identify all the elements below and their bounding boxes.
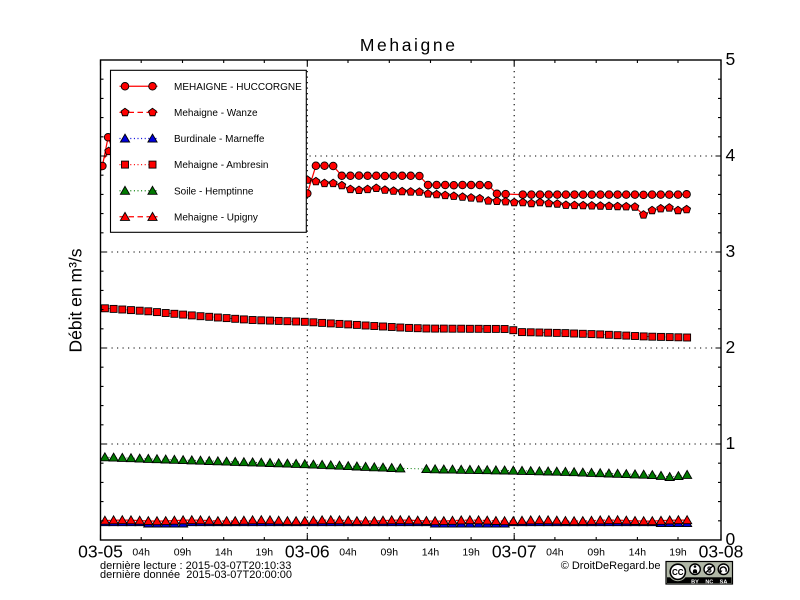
- svg-text:09h: 09h: [174, 546, 192, 558]
- svg-text:Débit en m³/s: Débit en m³/s: [66, 248, 86, 352]
- svg-text:14h: 14h: [215, 546, 233, 558]
- svg-text:09h: 09h: [381, 546, 399, 558]
- svg-text:04h: 04h: [339, 546, 357, 558]
- svg-text:dernière donnée 2015-03-07T20: dernière donnée 2015-03-07T20:00:00: [100, 569, 292, 581]
- svg-text:14h: 14h: [422, 546, 440, 558]
- svg-text:1: 1: [726, 433, 736, 453]
- svg-text:19h: 19h: [256, 546, 274, 558]
- svg-text:0: 0: [726, 529, 736, 549]
- svg-text:© DroitDeRegard.be: © DroitDeRegard.be: [561, 560, 661, 572]
- svg-text:NC: NC: [705, 579, 713, 585]
- svg-text:MEHAIGNE - HUCCORGNE: MEHAIGNE - HUCCORGNE: [174, 82, 302, 93]
- svg-text:14h: 14h: [629, 546, 647, 558]
- svg-text:CC: CC: [672, 568, 684, 577]
- svg-text:03-05: 03-05: [78, 542, 123, 562]
- svg-text:Burdinale - Marneffe: Burdinale - Marneffe: [174, 134, 265, 145]
- svg-text:dernière lecture : 2015-03-07T: dernière lecture : 2015-03-07T20:10:33: [100, 560, 291, 572]
- svg-text:19h: 19h: [462, 546, 480, 558]
- svg-text:Mehaigne - Wanze: Mehaigne - Wanze: [174, 108, 258, 119]
- svg-text:SA: SA: [720, 579, 728, 585]
- svg-text:03-08: 03-08: [699, 542, 744, 562]
- svg-text:5: 5: [726, 49, 736, 69]
- svg-text:BY: BY: [691, 579, 699, 585]
- svg-text:03-07: 03-07: [492, 542, 537, 562]
- svg-text:2: 2: [726, 337, 736, 357]
- svg-text:03-06: 03-06: [285, 542, 330, 562]
- svg-text:09h: 09h: [587, 546, 605, 558]
- svg-text:04h: 04h: [132, 546, 150, 558]
- svg-text:19h: 19h: [669, 546, 687, 558]
- svg-text:04h: 04h: [546, 546, 564, 558]
- svg-text:$: $: [707, 565, 712, 574]
- svg-text:Mehaigne - Upigny: Mehaigne - Upigny: [174, 212, 258, 223]
- svg-text:Mehaigne: Mehaigne: [360, 35, 458, 55]
- svg-text:Mehaigne - Ambresin: Mehaigne - Ambresin: [174, 160, 269, 171]
- svg-text:Soile - Hemptinne: Soile - Hemptinne: [174, 186, 254, 197]
- svg-text:3: 3: [726, 241, 736, 261]
- svg-text:4: 4: [726, 145, 736, 165]
